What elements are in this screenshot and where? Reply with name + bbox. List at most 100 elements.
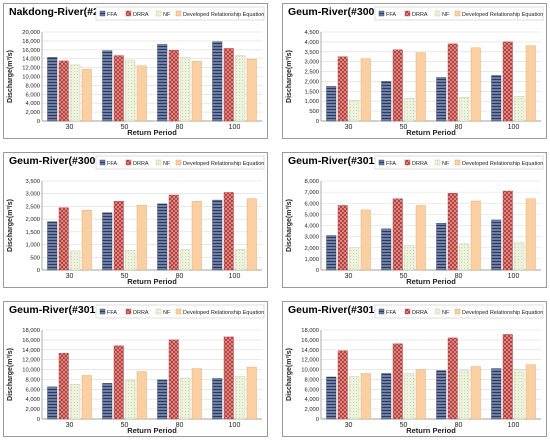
bar [246,198,257,271]
y-tick-label: 0 [37,417,40,423]
y-tick-label: 2,000 [304,407,319,413]
bar [436,223,447,271]
legend-swatch [454,10,461,17]
bar [136,204,147,271]
chart-panel-1: Nakdong-River(#2017) FFA DRRA NF Developed … [3,3,268,139]
legend-swatch [378,308,385,315]
bar [113,201,124,271]
legend: FFA DRRA NF Developed Relationship Equation [95,155,264,170]
legend-label: DRRA [412,12,428,18]
bar [157,379,168,420]
bar [125,380,136,420]
bar [157,44,168,122]
legend-label: DRRA [133,310,149,316]
legend-swatch [155,308,162,315]
legend-swatch [99,10,106,17]
y-tick-label: 14,000 [301,348,319,354]
y-tick-label: 2,000 [304,246,319,252]
legend-label: NF [163,161,171,167]
bar [491,75,502,122]
bar [136,371,147,420]
x-tick-label: 100 [508,124,520,131]
bar [47,386,58,420]
legend-label: DRRA [133,161,149,167]
bar [514,242,525,271]
legend-swatch [404,159,411,166]
x-tick-label: 80 [176,273,184,280]
chart-panel-2: Geum-River(#3001) FFA DRRA NF Developed Rel… [282,3,547,139]
bar [81,210,92,271]
x-tick-label: 80 [176,422,184,429]
bar [525,198,536,271]
y-tick-label: 1,000 [304,99,319,105]
bar [459,243,470,271]
bar [102,212,113,271]
x-axis-title: Return Period [127,128,177,137]
y-tick-label: 0 [316,417,319,423]
legend: FFA DRRA NF Developed Relationship Equation [374,6,543,21]
chart-canvas: FFA DRRA NF Developed Relationship Equation… [286,155,543,286]
legend-swatch [434,308,441,315]
bar [326,235,337,271]
y-tick-label: 3,500 [25,179,40,185]
bar [360,373,371,420]
chart-panel-3: Geum-River(#3009) FFA DRRA NF Developed Rel… [3,152,268,288]
chart-canvas: FFA DRRA NF Developed Relationship Equation… [7,155,264,286]
legend-swatch [175,159,182,166]
x-tick-label: 50 [400,422,408,429]
legend-swatch [434,10,441,17]
y-tick-label: 7,000 [304,190,319,196]
legend-swatch [155,159,162,166]
x-tick-label: 80 [455,273,463,280]
legend-label: DRRA [412,310,428,316]
y-tick-label: 16,000 [301,338,319,344]
bar [81,69,92,122]
y-axis-title: Discharge(m³/s) [7,50,14,103]
x-tick-label: 30 [345,124,353,131]
bar [235,376,246,420]
y-axis-title: Discharge(m³/s) [7,348,14,401]
bar [235,55,246,122]
x-tick-label: 80 [455,422,463,429]
x-tick-label: 80 [455,124,463,131]
y-tick-label: 16,000 [22,338,40,344]
y-tick-label: 8,000 [304,377,319,383]
bar [58,353,69,420]
bar [447,337,458,420]
legend-swatch [125,308,132,315]
bar [404,245,415,271]
bar [212,378,223,420]
legend-label: Developed Relationship Equation [183,310,264,316]
legend: FFA DRRA NF Developed Relationship Equation [374,304,543,319]
y-tick-label: 10,000 [301,368,319,374]
x-tick-label: 30 [345,273,353,280]
y-tick-label: 12,000 [22,66,40,72]
legend-label: Developed Relationship Equation [183,161,264,167]
bar [392,49,403,122]
y-tick-label: 4,000 [25,397,40,403]
x-axis-title: Return Period [406,128,456,137]
y-tick-label: 20,000 [22,30,40,36]
chart-canvas: FFA DRRA NF Developed Relationship Equation… [286,6,543,137]
y-tick-label: 18,000 [22,328,40,334]
y-tick-label: 0 [37,119,40,125]
bar [191,368,202,420]
bar [349,100,360,122]
y-tick-label: 2,000 [304,79,319,85]
x-tick-label: 100 [229,422,241,429]
bar [415,205,426,271]
legend-swatch [175,10,182,17]
bar [447,193,458,271]
bar [525,364,536,420]
legend-label: NF [442,161,450,167]
x-tick-label: 50 [400,273,408,280]
bar [447,43,458,122]
y-tick-label: 0 [316,268,319,274]
chart-title: Geum-River(#3001) [288,6,384,18]
y-tick-label: 18,000 [22,39,40,45]
bar [381,373,392,420]
y-tick-label: 10,000 [22,368,40,374]
bar [502,41,513,122]
legend-label: Developed Relationship Equation [183,12,264,18]
bar [136,65,147,122]
